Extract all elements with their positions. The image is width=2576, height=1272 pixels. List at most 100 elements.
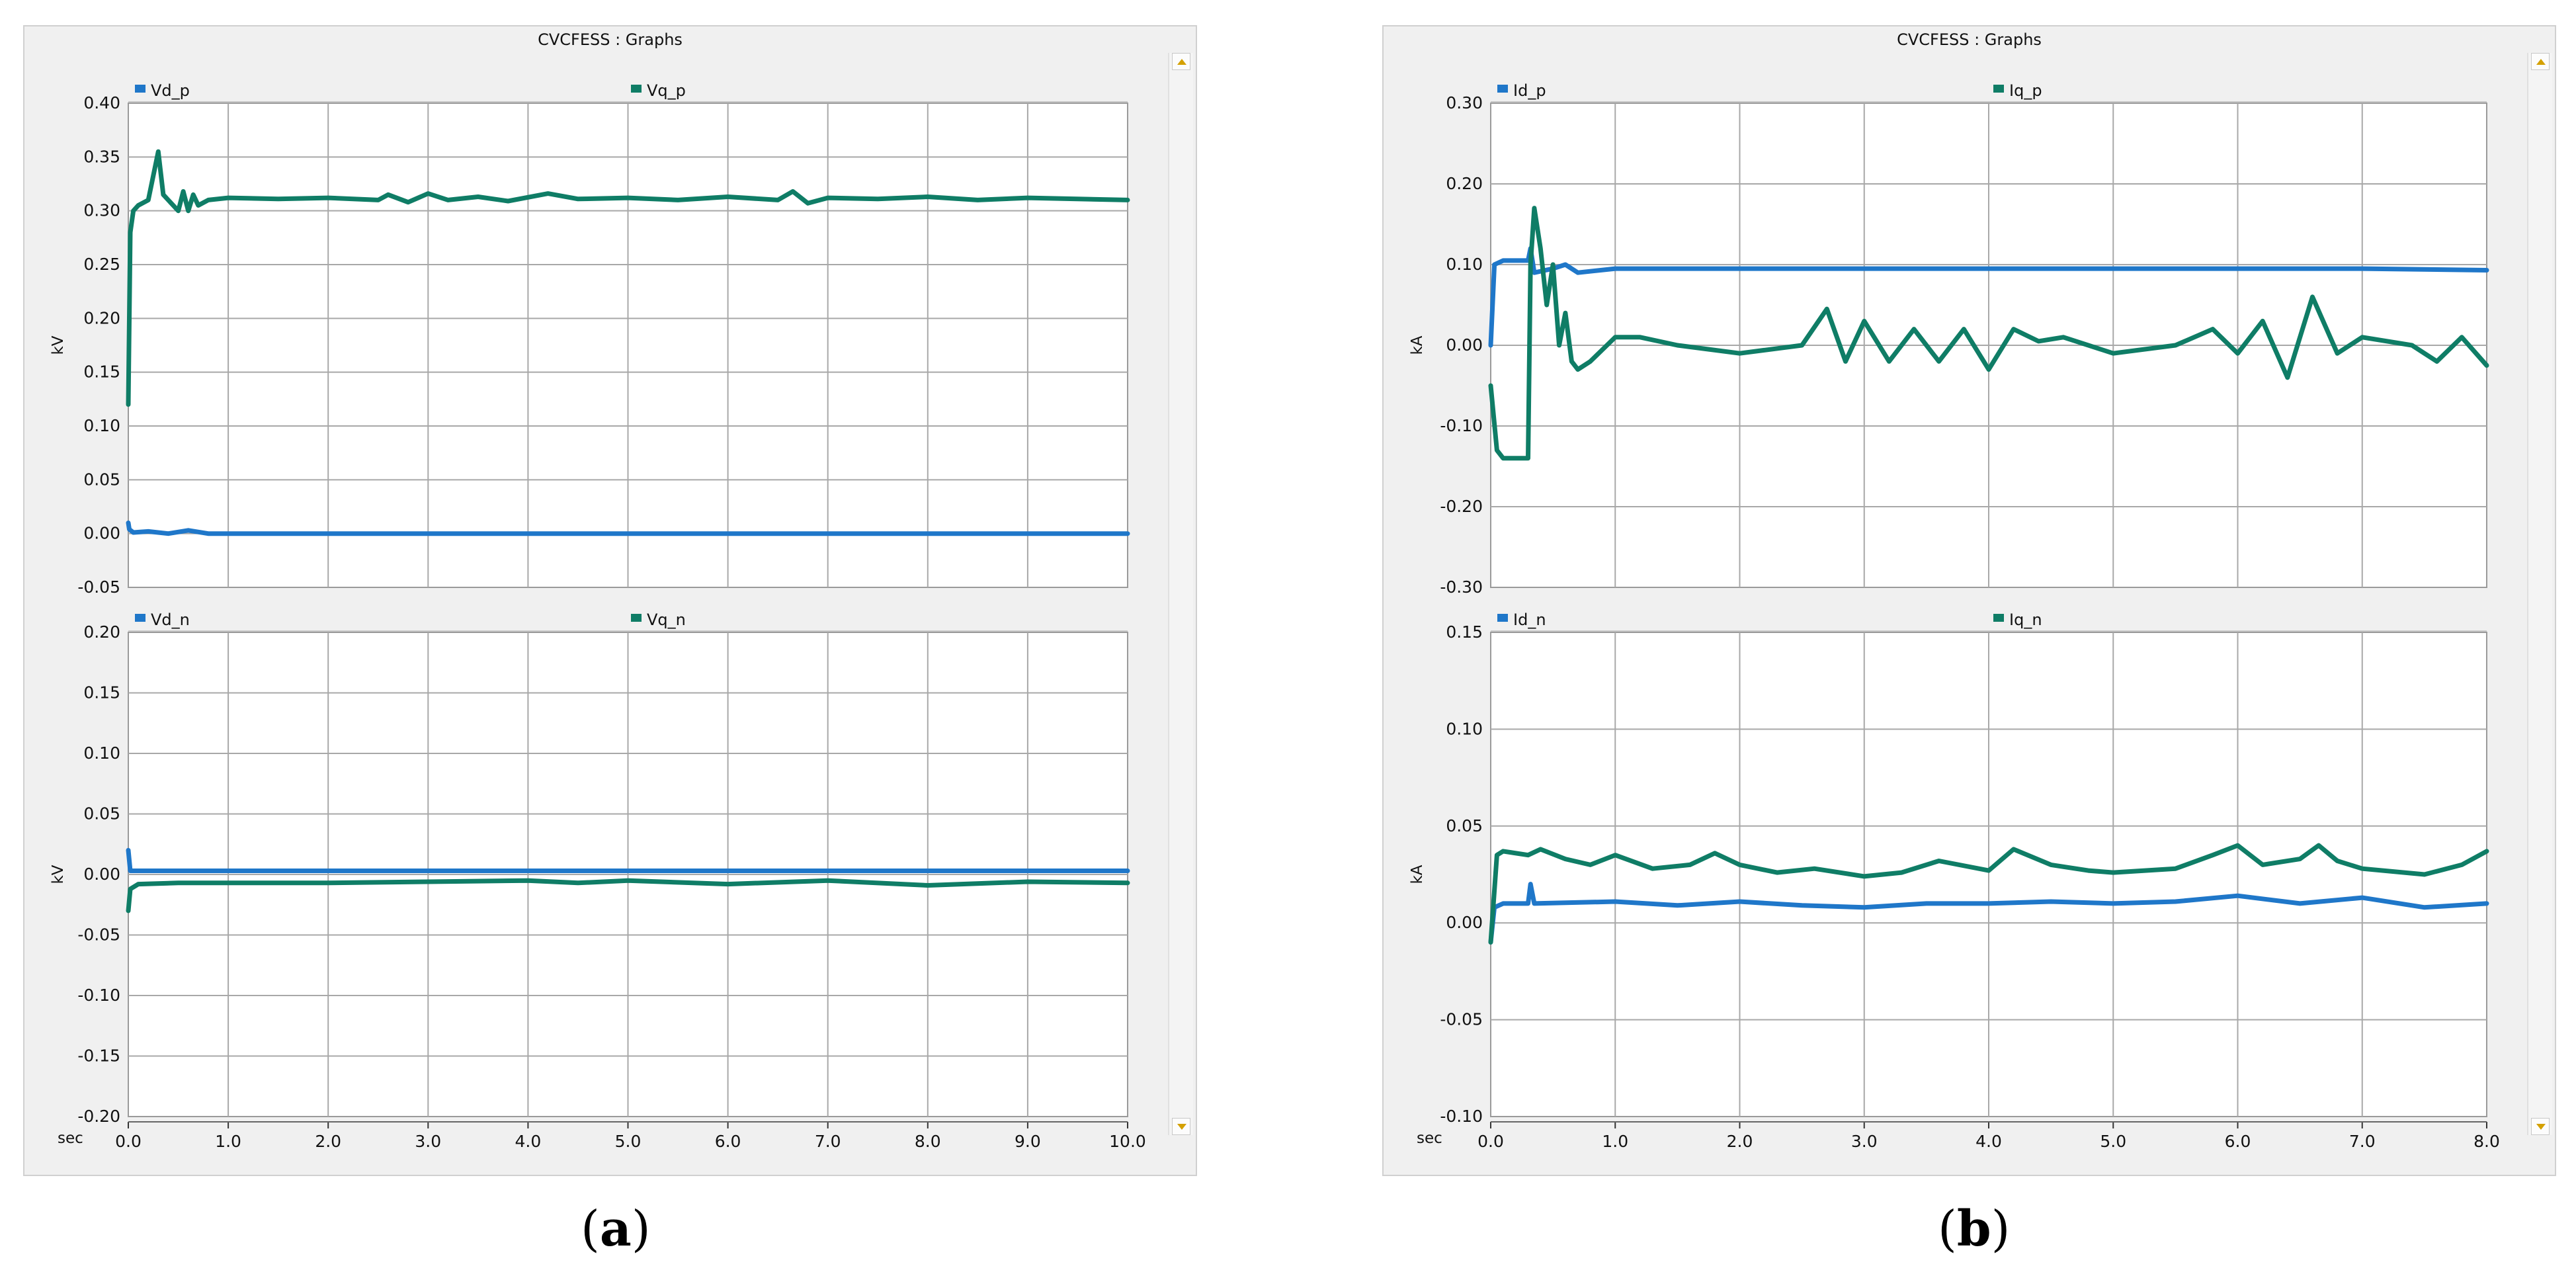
y-tick-label: 0.30 bbox=[1446, 93, 1483, 112]
y-tick-label: 0.00 bbox=[83, 524, 120, 543]
vertical-scrollbar[interactable] bbox=[1168, 53, 1193, 1135]
legend-swatch bbox=[1993, 85, 2004, 93]
x-axis-label: sec bbox=[1417, 1130, 1442, 1147]
legend-label: Iq_p bbox=[2009, 81, 2042, 100]
x-tick-label: 5.0 bbox=[615, 1132, 642, 1151]
caption-letter: a bbox=[599, 1201, 632, 1257]
x-tick-label: 10.0 bbox=[1109, 1132, 1146, 1151]
legend-swatch bbox=[1497, 614, 1508, 622]
y-axis-label: kV bbox=[50, 865, 67, 884]
y-tick-label: -0.30 bbox=[1440, 577, 1483, 597]
caption-letter: b bbox=[1956, 1201, 1991, 1257]
legend-swatch bbox=[631, 85, 642, 93]
x-tick-label: 5.0 bbox=[2100, 1132, 2126, 1151]
y-tick-label: 0.15 bbox=[1446, 622, 1483, 642]
legend-swatch bbox=[631, 614, 642, 622]
y-axis-label: kV bbox=[50, 335, 67, 355]
caption-b: (b) bbox=[1938, 1201, 2011, 1257]
y-tick-label: 0.00 bbox=[1446, 913, 1483, 932]
y-tick-label: 0.00 bbox=[83, 865, 120, 884]
x-tick-label: 6.0 bbox=[715, 1132, 741, 1151]
legend-label: Id_p bbox=[1513, 81, 1546, 100]
x-tick-label: 7.0 bbox=[815, 1132, 841, 1151]
y-tick-label: 0.10 bbox=[83, 416, 120, 435]
x-tick-label: 9.0 bbox=[1015, 1132, 1041, 1151]
x-tick-label: 3.0 bbox=[415, 1132, 441, 1151]
y-tick-label: 0.30 bbox=[83, 201, 120, 220]
y-tick-label: 0.20 bbox=[83, 308, 120, 327]
series-line bbox=[126, 878, 1130, 913]
y-tick-label: -0.10 bbox=[77, 986, 120, 1005]
x-axis-label: sec bbox=[58, 1130, 83, 1147]
y-tick-label: -0.20 bbox=[1440, 497, 1483, 516]
legend-label: Vd_p bbox=[151, 81, 190, 100]
legend-label: Id_n bbox=[1513, 611, 1546, 629]
plot-panel-top: Id_p Iq_p 0.30 0.20 0.10 0.00 -0.10 -0.20 -0.30 k… bbox=[1389, 77, 2499, 597]
series-line bbox=[1488, 246, 2489, 348]
y-tick-label: 0.05 bbox=[83, 804, 120, 824]
graphs-canvas-b: Id_p Iq_p 0.30 0.20 0.10 0.00 -0.10 -0.20 -0.30 k… bbox=[1389, 77, 2500, 1151]
y-tick-label: 0.40 bbox=[83, 93, 120, 112]
y-tick-label: 0.05 bbox=[1446, 816, 1483, 835]
plot-panel-top: Vd_p Vq_p 0.40 0.35 0.30 0.25 0.20 0.15 0.10 0.05… bbox=[30, 77, 1140, 597]
graph-window-a: CVCFESS : Graphs Vd_p Vq_p 0.40 0.35 0.30 0.2… bbox=[23, 25, 1197, 1176]
x-tick-label: 7.0 bbox=[2349, 1132, 2376, 1151]
y-tick-label: 0.25 bbox=[83, 255, 120, 274]
y-tick-label: 0.10 bbox=[1446, 255, 1483, 274]
y-tick-label: 0.10 bbox=[1446, 719, 1483, 738]
y-tick-label: 0.20 bbox=[1446, 174, 1483, 193]
caption-a: (a) bbox=[581, 1201, 651, 1257]
series-line bbox=[1488, 882, 2489, 945]
arrow-down-icon bbox=[2536, 1124, 2546, 1130]
y-tick-label: -0.05 bbox=[77, 925, 120, 945]
scroll-up-button[interactable] bbox=[1172, 53, 1190, 70]
graph-window-b: CVCFESS : Graphs Id_p Iq_p 0.30 0.20 0.10 0.0… bbox=[1382, 25, 2556, 1176]
y-tick-label: 0.15 bbox=[83, 683, 120, 702]
y-tick-label: -0.05 bbox=[77, 577, 120, 597]
x-tick-label: 1.0 bbox=[1602, 1132, 1628, 1151]
series-line bbox=[1488, 206, 2489, 461]
y-tick-label: -0.10 bbox=[1440, 416, 1483, 435]
x-tick-label: 6.0 bbox=[2225, 1132, 2251, 1151]
arrow-up-icon bbox=[2536, 59, 2546, 65]
y-tick-label: 0.35 bbox=[83, 147, 120, 166]
vertical-scrollbar[interactable] bbox=[2527, 53, 2552, 1135]
x-tick-label: 0.0 bbox=[1477, 1132, 1504, 1151]
y-tick-label: 0.10 bbox=[83, 743, 120, 763]
window-title: CVCFESS : Graphs bbox=[1897, 30, 2042, 49]
y-tick-label: -0.20 bbox=[77, 1107, 120, 1126]
x-tick-label: 8.0 bbox=[2473, 1132, 2500, 1151]
y-axis-label: kA bbox=[1409, 865, 1426, 884]
x-tick-label: 1.0 bbox=[215, 1132, 241, 1151]
legend-swatch bbox=[135, 85, 145, 93]
y-tick-label: 0.05 bbox=[83, 470, 120, 489]
y-tick-label: 0.15 bbox=[83, 362, 120, 382]
x-tick-label: 2.0 bbox=[315, 1132, 341, 1151]
series-line bbox=[126, 149, 1130, 407]
series-line bbox=[126, 847, 1130, 873]
series-line bbox=[1488, 843, 2489, 945]
x-tick-label: 3.0 bbox=[1851, 1132, 1878, 1151]
scroll-down-button[interactable] bbox=[1172, 1118, 1190, 1135]
x-tick-label: 4.0 bbox=[515, 1132, 542, 1151]
scroll-down-button[interactable] bbox=[2531, 1118, 2550, 1135]
x-tick-label: 4.0 bbox=[1975, 1132, 2002, 1151]
legend-label: Vq_p bbox=[647, 81, 686, 100]
y-tick-label: 0.20 bbox=[83, 622, 120, 642]
x-tick-label: 2.0 bbox=[1727, 1132, 1753, 1151]
x-tick-label: 0.0 bbox=[115, 1132, 142, 1151]
series-line bbox=[126, 520, 1130, 536]
legend-swatch bbox=[1497, 85, 1508, 93]
legend-swatch bbox=[1993, 614, 2004, 622]
y-tick-label: 0.00 bbox=[1446, 335, 1483, 355]
plot-panel-bottom: Vd_n Vq_n 0.20 0.15 0.10 0.05 0.00 -0.05 -0.10 -0… bbox=[30, 606, 1146, 1151]
scroll-up-button[interactable] bbox=[2531, 53, 2550, 70]
plot-panel-bottom: Id_n Iq_n 0.15 0.10 0.05 0.00 -0.05 -0.10 kA 0.0 1… bbox=[1389, 606, 2500, 1151]
y-tick-label: -0.15 bbox=[77, 1046, 120, 1066]
window-title: CVCFESS : Graphs bbox=[538, 30, 683, 49]
graphs-canvas-a: Vd_p Vq_p0.400.350.300.250.200.150.100.05… bbox=[30, 77, 1146, 1151]
arrow-up-icon bbox=[1177, 59, 1186, 65]
arrow-down-icon bbox=[1177, 1124, 1186, 1130]
legend-label: Vq_n bbox=[647, 611, 686, 629]
x-tick-label: 8.0 bbox=[915, 1132, 941, 1151]
